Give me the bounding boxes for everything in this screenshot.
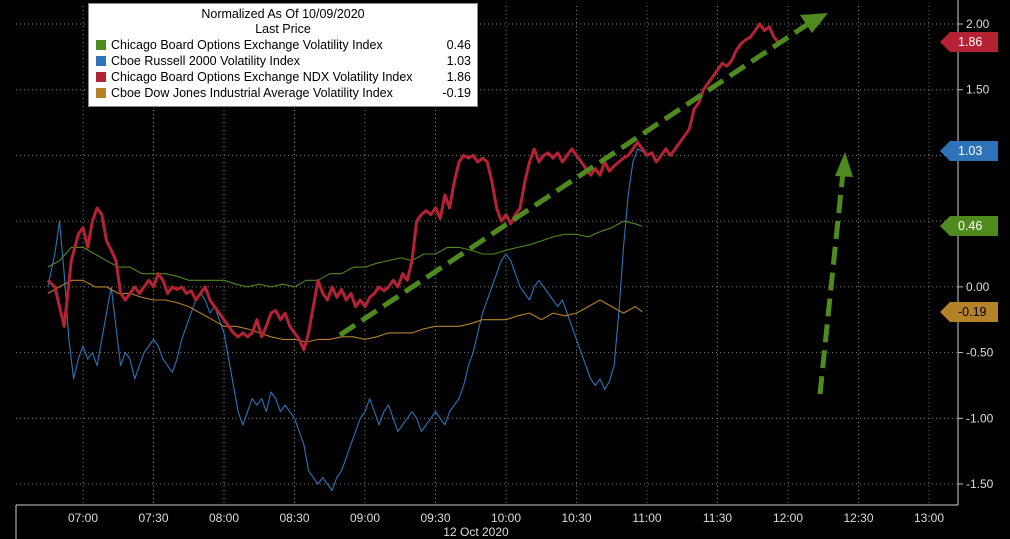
series-line-3 (47, 279, 643, 343)
x-tick-label: 12:30 (843, 511, 873, 525)
legend-box: Normalized As Of 10/09/2020 Last Price C… (88, 3, 478, 107)
last-price-tag: -0.19 (940, 301, 998, 322)
x-tick-label: 08:00 (209, 511, 239, 525)
y-tick-label: 1.50 (966, 83, 990, 97)
x-tick-label: 11:00 (632, 511, 661, 525)
last-price-tag: 1.86 (940, 32, 998, 53)
series-lines (46, 22, 780, 492)
legend-swatch-rvx (96, 56, 106, 66)
last-price-tag: 1.03 (940, 141, 998, 162)
series-line-1 (47, 148, 643, 492)
trend-arrow-rut (817, 171, 846, 395)
x-tick-label: 11:30 (703, 511, 732, 525)
y-tick-label: -1.50 (966, 477, 994, 491)
x-tick-label: 07:00 (68, 511, 98, 525)
trend-arrow-ndx (338, 21, 810, 338)
y-tick-label: -1.00 (966, 411, 994, 425)
x-tick-label: 09:00 (350, 511, 380, 525)
y-tick-label: 2.00 (966, 17, 990, 31)
legend-subtitle: Last Price (255, 22, 311, 36)
legend-item-value: -0.19 (442, 86, 472, 100)
legend-item-vix: Chicago Board Options Exchange Volatilit… (89, 37, 477, 53)
x-tick-label: 07:30 (138, 511, 168, 525)
x-tick-label: 08:30 (279, 511, 309, 525)
legend-item-value: 1.03 (446, 54, 471, 68)
y-tick-label: -0.50 (966, 346, 994, 360)
legend-item-label: Cboe Russell 2000 Volatility Index (111, 54, 301, 68)
x-axis-date-label: 12 Oct 2020 (443, 525, 509, 539)
legend-item-label: Cboe Dow Jones Industrial Average Volati… (111, 86, 393, 100)
legend-swatch-vix (96, 40, 106, 50)
legend-item-value: 1.86 (446, 70, 471, 84)
legend-swatch-vxd (96, 88, 106, 98)
trend-arrow-rut-head (835, 152, 853, 177)
legend-item-vxn: Chicago Board Options Exchange NDX Volat… (89, 69, 477, 85)
legend-item-label: Chicago Board Options Exchange Volatilit… (111, 38, 383, 52)
legend-item-value: 0.46 (446, 38, 471, 52)
last-price-tag: 0.46 (940, 216, 998, 237)
legend-title: Normalized As Of 10/09/2020 (201, 7, 365, 21)
legend-item-label: Chicago Board Options Exchange NDX Volat… (111, 70, 413, 84)
trend-arrows (338, 13, 853, 395)
legend-swatch-vxn (96, 72, 106, 82)
x-tick-label: 10:30 (561, 511, 591, 525)
legend-item-vxd: Cboe Dow Jones Industrial Average Volati… (89, 85, 477, 101)
series-line-2 (47, 220, 643, 288)
x-tick-label: 12:00 (773, 511, 803, 525)
x-tick-label: 10:00 (491, 511, 521, 525)
trend-arrow-ndx-head (800, 13, 828, 33)
series-line-0 (46, 22, 780, 352)
legend-item-rvx: Cboe Russell 2000 Volatility Index 1.03 (89, 53, 477, 69)
x-tick-label: 13:00 (914, 511, 944, 525)
x-axis: 07:00 07:30 08:00 08:30 09:00 09:30 10:00 10:30… (15, 504, 958, 539)
y-tick-label: 0.00 (966, 280, 990, 294)
x-tick-label: 09:30 (420, 511, 450, 525)
